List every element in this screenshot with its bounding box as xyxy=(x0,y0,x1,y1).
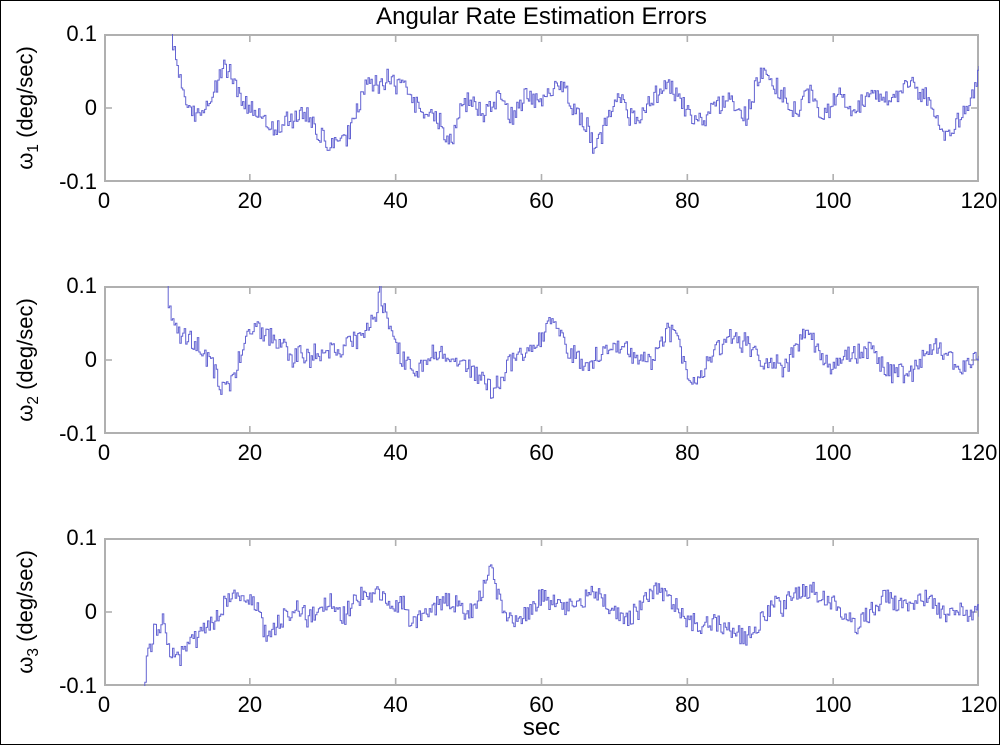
signal-trace-omega3 xyxy=(144,564,979,686)
x-tick-label: 100 xyxy=(814,188,852,213)
y-axis-label-part: (deg/sec) xyxy=(12,298,38,397)
y-axis-label-omega1: ω1 (deg/sec) xyxy=(12,46,42,170)
y-axis-label-part: (deg/sec) xyxy=(12,550,38,649)
x-tick-label: 40 xyxy=(383,440,408,465)
x-axis-label: sec xyxy=(522,714,561,741)
x-tick-label: 0 xyxy=(97,692,111,717)
x-tick-label: 20 xyxy=(237,188,263,213)
y-tick-label: 0 xyxy=(84,347,97,372)
y-tick-label: 0.1 xyxy=(66,21,97,46)
signal-trace-omega2 xyxy=(167,286,979,399)
x-tick-label: 80 xyxy=(675,692,700,717)
y-tick-label: 0.1 xyxy=(66,525,97,550)
y-axis-label-part: 1 xyxy=(24,144,42,153)
y-tick-label: 0 xyxy=(84,599,97,624)
axes-frame xyxy=(104,286,979,434)
x-tick-label: 40 xyxy=(383,692,408,717)
x-tick-label: 0 xyxy=(97,188,111,213)
signal-trace-omega1 xyxy=(172,34,979,154)
subplot-omega3 xyxy=(104,538,979,686)
y-axis-label-part: ω xyxy=(12,404,38,422)
subplot-omega1 xyxy=(104,34,979,182)
plot-area-omega3 xyxy=(104,538,979,686)
y-axis-label-part: ω xyxy=(12,152,38,170)
y-axis-label-omega3: ω3 (deg/sec) xyxy=(12,550,42,674)
x-tick-label: 80 xyxy=(675,188,700,213)
y-axis-label-part: ω xyxy=(12,656,38,674)
y-tick-label: 0.1 xyxy=(66,273,97,298)
y-tick-label: -0.1 xyxy=(59,421,97,446)
y-tick-label: -0.1 xyxy=(59,673,97,698)
y-axis-label-part: (deg/sec) xyxy=(12,46,38,145)
x-tick-label: 20 xyxy=(237,440,263,465)
axes-frame xyxy=(104,538,979,686)
y-tick-label: 0 xyxy=(84,95,97,120)
x-tick-label: 120 xyxy=(960,188,998,213)
x-tick-label: 40 xyxy=(383,188,408,213)
x-tick-label: 100 xyxy=(814,692,852,717)
x-tick-label: 120 xyxy=(960,440,998,465)
subplot-omega2 xyxy=(104,286,979,434)
plot-area-omega2 xyxy=(104,286,979,434)
x-tick-label: 20 xyxy=(237,692,263,717)
y-axis-label-part: 3 xyxy=(24,648,42,657)
x-tick-label: 60 xyxy=(529,440,554,465)
x-tick-label: 80 xyxy=(675,440,700,465)
x-tick-label: 0 xyxy=(97,440,111,465)
x-tick-label: 60 xyxy=(529,692,554,717)
x-tick-label: 100 xyxy=(814,440,852,465)
x-tick-label: 60 xyxy=(529,188,554,213)
chart-title: Angular Rate Estimation Errors xyxy=(376,3,707,30)
y-axis-label-omega2: ω2 (deg/sec) xyxy=(12,298,42,422)
y-tick-label: -0.1 xyxy=(59,169,97,194)
axes-frame xyxy=(104,34,979,182)
y-axis-label-part: 2 xyxy=(24,396,42,405)
x-tick-label: 120 xyxy=(960,692,998,717)
plot-area-omega1 xyxy=(104,34,979,182)
